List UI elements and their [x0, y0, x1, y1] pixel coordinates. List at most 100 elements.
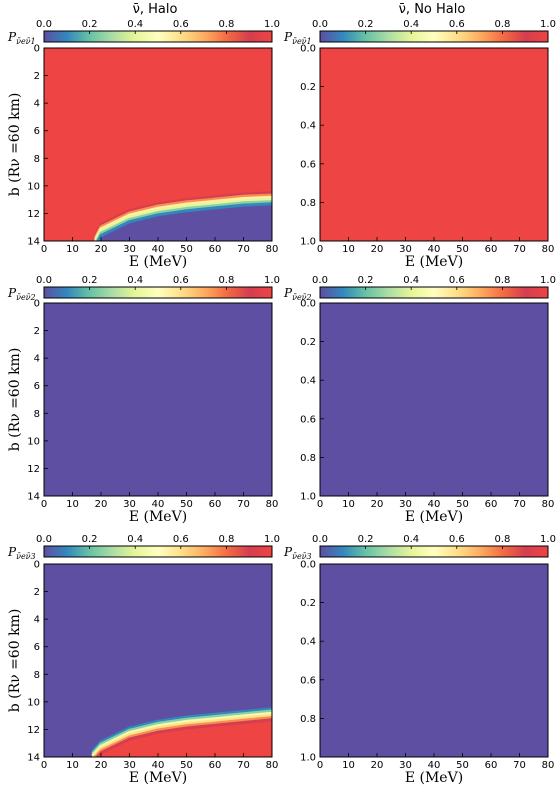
colorbar-tick-label: 0.2	[82, 19, 98, 30]
colorbar-tick-label: 0.6	[173, 534, 189, 545]
x-tick-label: 60	[209, 244, 222, 255]
x-tick-label: 60	[209, 499, 222, 510]
y-tick-label: 0.6	[300, 414, 316, 425]
x-tick-label: 70	[513, 760, 526, 771]
colorbar	[320, 546, 548, 557]
heatmap-transition-band	[91, 709, 272, 755]
x-tick-label: 40	[152, 760, 165, 771]
heatmap-transition-band	[95, 718, 272, 757]
colorbar-tick-label: 0.2	[82, 534, 98, 545]
panel-p13-nohalo: 0.0 0.2 0.4 0.6 0.8 1.0Pν̄eν̄30 10 20 30 40 50 60 70…	[283, 534, 556, 786]
x-tick-label: 60	[485, 760, 498, 771]
y-tick-label: 14	[27, 492, 40, 503]
y-tick-label: 2	[34, 326, 40, 337]
y-tick-label: 0.4	[300, 637, 316, 648]
colorbar	[320, 31, 548, 42]
colorbar-tick-label: 1.0	[264, 275, 280, 286]
y-axis-label: b (Rν =60 km)	[7, 348, 23, 452]
colorbar-label: Pν̄eν̄3	[7, 545, 36, 561]
x-tick-label: 80	[542, 499, 555, 510]
panels: 0.0 0.2 0.4 0.6 0.8 1.0Pν̄eν̄10 10 20 30 40 50 60 70…	[7, 19, 556, 786]
colorbar-tick-label: 1.0	[540, 19, 556, 30]
x-tick-label: 40	[428, 499, 441, 510]
y-tick-label: 0.2	[300, 598, 316, 609]
colorbar-tick-label: 0.4	[403, 19, 419, 30]
y-tick-label: 4	[34, 99, 40, 110]
panel-p12-halo: 0.0 0.2 0.4 0.6 0.8 1.0Pν̄eν̄20 10 20 30 40 50 60 70…	[7, 275, 280, 525]
heatmap	[320, 564, 548, 757]
y-tick-label: 0.6	[300, 675, 316, 686]
y-tick-label: 4	[34, 615, 40, 626]
y-tick-label: 10	[27, 181, 40, 192]
x-tick-label: 50	[180, 244, 193, 255]
colorbar-frame	[319, 30, 549, 43]
y-tick-label: 0	[34, 560, 40, 571]
heatmap-fill	[320, 48, 548, 241]
y-axis-label: b (Rν =60 km)	[7, 93, 23, 197]
heatmap	[320, 303, 548, 496]
y-tick-label: 0.0	[300, 44, 316, 55]
colorbar-tick-label: 0.4	[127, 275, 143, 286]
y-tick-label: 6	[34, 642, 40, 653]
heatmap-fill	[320, 564, 548, 757]
x-tick-label: 20	[95, 244, 108, 255]
x-axis-label: E (MeV)	[129, 509, 187, 525]
x-tick-label: 50	[456, 760, 469, 771]
x-axis-label: E (MeV)	[405, 509, 463, 525]
x-tick-label: 0	[41, 244, 47, 255]
y-tick-label: 0.8	[300, 714, 316, 725]
x-tick-label: 30	[399, 244, 412, 255]
x-tick-label: 80	[266, 244, 279, 255]
heatmap	[44, 564, 272, 757]
colorbar-tick-label: 0.4	[127, 534, 143, 545]
y-tick-label: 12	[27, 464, 40, 475]
y-tick-label: 2	[34, 71, 40, 82]
colorbar-tick-label: 1.0	[264, 19, 280, 30]
panel-p11-halo: 0.0 0.2 0.4 0.6 0.8 1.0Pν̄eν̄10 10 20 30 40 50 60 70…	[7, 19, 280, 270]
x-tick-label: 50	[180, 499, 193, 510]
colorbar-tick-label: 0.4	[403, 534, 419, 545]
x-tick-label: 30	[123, 499, 136, 510]
x-tick-label: 0	[317, 244, 323, 255]
colorbar-tick-label: 1.0	[540, 534, 556, 545]
x-tick-label: 20	[371, 499, 384, 510]
colorbar-label-subscript: ν̄eν̄2	[16, 293, 36, 302]
y-tick-label: 10	[27, 436, 40, 447]
colorbar	[320, 287, 548, 298]
panel-p12-nohalo: 0.0 0.2 0.4 0.6 0.8 1.0Pν̄eν̄20 10 20 30 40 50 60 70…	[283, 275, 556, 525]
y-tick-label: 2	[34, 587, 40, 598]
x-tick-label: 20	[95, 499, 108, 510]
colorbar	[44, 287, 272, 298]
y-tick-label: 0.4	[300, 121, 316, 132]
x-tick-label: 50	[180, 760, 193, 771]
colorbar-tick-label: 0.4	[403, 275, 419, 286]
x-tick-label: 10	[66, 760, 79, 771]
column-title-halo: ν̄, Halo	[133, 2, 178, 17]
panel-p13-halo: 0.0 0.2 0.4 0.6 0.8 1.0Pν̄eν̄30 10 20 30 40 50 60 70…	[7, 534, 280, 786]
colorbar-tick-label: 0.6	[449, 19, 465, 30]
panel-p11-nohalo: 0.0 0.2 0.4 0.6 0.8 1.0Pν̄eν̄10 10 20 30 40 50 60 70…	[283, 19, 556, 270]
heatmap-fill	[44, 303, 272, 496]
colorbar	[44, 31, 272, 42]
y-tick-label: 12	[27, 209, 40, 220]
x-tick-label: 70	[237, 244, 250, 255]
x-tick-label: 80	[542, 244, 555, 255]
colorbar	[44, 546, 272, 557]
colorbar-frame	[43, 545, 273, 558]
y-tick-label: 1.0	[300, 237, 316, 248]
y-tick-label: 0.8	[300, 453, 316, 464]
y-tick-label: 0.2	[300, 82, 316, 93]
heatmap-fill	[320, 303, 548, 496]
colorbar-tick-label: 0.8	[218, 534, 234, 545]
x-tick-label: 80	[266, 760, 279, 771]
x-tick-label: 40	[152, 244, 165, 255]
x-tick-label: 30	[399, 499, 412, 510]
x-tick-label: 80	[266, 499, 279, 510]
colorbar-label-subscript: ν̄eν̄3	[292, 552, 312, 561]
heatmap-transition-band	[96, 202, 272, 241]
y-tick-label: 0.4	[300, 376, 316, 387]
heatmap	[44, 48, 272, 241]
x-tick-label: 50	[456, 499, 469, 510]
colorbar-tick-label: 0.0	[312, 19, 328, 30]
x-tick-label: 0	[317, 499, 323, 510]
